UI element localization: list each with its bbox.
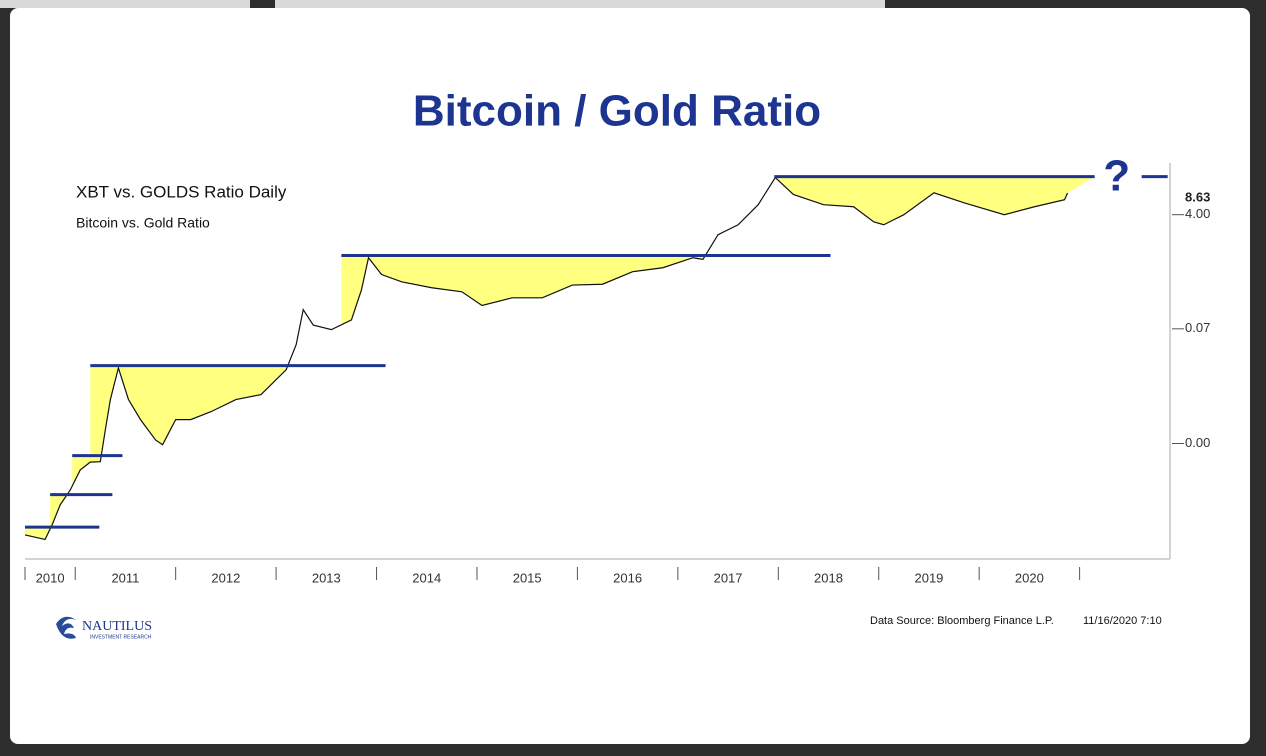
drawdown-fill [774, 176, 1095, 225]
background-window [0, 0, 250, 8]
data-source: Data Source: Bloomberg Finance L.P. [870, 615, 1054, 627]
y-tick-label: 4.00 [1185, 206, 1210, 221]
logo-tagline: INVESTMENT RESEARCH [90, 634, 152, 640]
x-tick-label: 2017 [714, 570, 743, 585]
logo-name: NAUTILUS [82, 619, 152, 634]
drawdown-fill [90, 365, 288, 463]
y-tick-label: 0.00 [1185, 435, 1210, 450]
x-tick-label: 2010 [36, 570, 65, 585]
annotation: ? [1103, 151, 1130, 200]
logo-icon [56, 616, 76, 639]
x-tick-label: 2015 [513, 570, 542, 585]
drawdown-fill [50, 494, 113, 530]
y-tick-label: 0.07 [1185, 320, 1210, 335]
x-tick-label: 2014 [412, 570, 441, 585]
last-value-label: 8.63 [1185, 189, 1210, 204]
drawdown-fill [341, 255, 831, 325]
drawdown-fill [25, 527, 100, 540]
x-tick-label: 2011 [111, 570, 139, 585]
x-tick-label: 2018 [814, 570, 843, 585]
x-tick-label: 2013 [312, 570, 341, 585]
chart-label: XBT vs. GOLDS Ratio Daily [76, 182, 287, 201]
series-name: Bitcoin vs. Gold Ratio [76, 215, 210, 231]
x-tick-label: 2012 [211, 570, 240, 585]
slide-card: Bitcoin / Gold Ratio XBT vs. GOLDS Ratio… [10, 8, 1250, 744]
x-tick-label: 2019 [914, 570, 943, 585]
x-tick-label: 2016 [613, 570, 642, 585]
drawdown-fill [72, 455, 123, 487]
chart: Bitcoin / Gold Ratio XBT vs. GOLDS Ratio… [24, 87, 1210, 640]
logo: NAUTILUS INVESTMENT RESEARCH [56, 616, 152, 640]
x-tick-label: 2020 [1015, 570, 1044, 585]
ratio-line [24, 176, 1069, 541]
timestamp: 11/16/2020 7:10 [1083, 615, 1162, 627]
chart-title: Bitcoin / Gold Ratio [413, 87, 821, 136]
background-window [275, 0, 885, 8]
